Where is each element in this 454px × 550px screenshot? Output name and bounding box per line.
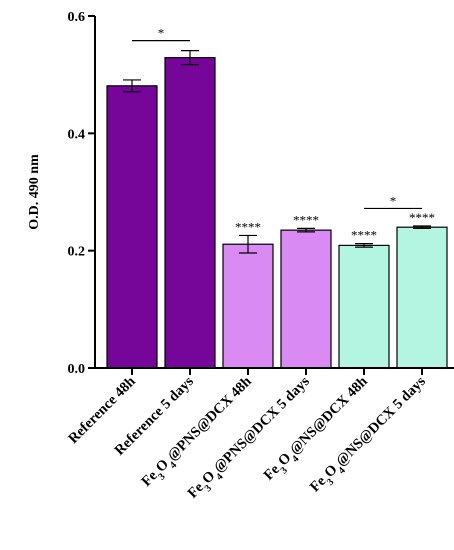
y-tick-label: 0.4 [68,127,86,142]
bar [338,244,390,369]
significance-label: **** [409,210,435,225]
significance-label: **** [351,228,377,243]
y-tick-label: 0.0 [68,362,86,377]
bar [280,229,332,369]
x-tick-label: Fe3O4@NS@DCX 48h [261,374,374,487]
y-axis-label: O.D. 490 nm [27,154,42,230]
y-tick-label: 0.6 [68,10,86,25]
significance-label: **** [293,212,319,227]
bar [164,57,216,369]
bar [396,226,448,369]
x-tick-label: Fe3O4@NS@DCX 5 days [307,373,432,498]
x-tick-label: Fe3O4@PNS@DCX 48h [138,374,258,494]
comparison-label: * [158,26,165,41]
bar [106,85,158,369]
significance-label: **** [235,219,261,234]
y-tick-label: 0.2 [68,245,86,260]
comparison-label: * [390,193,397,208]
bars-layer: **** ************** [106,26,448,369]
bar [222,243,274,369]
